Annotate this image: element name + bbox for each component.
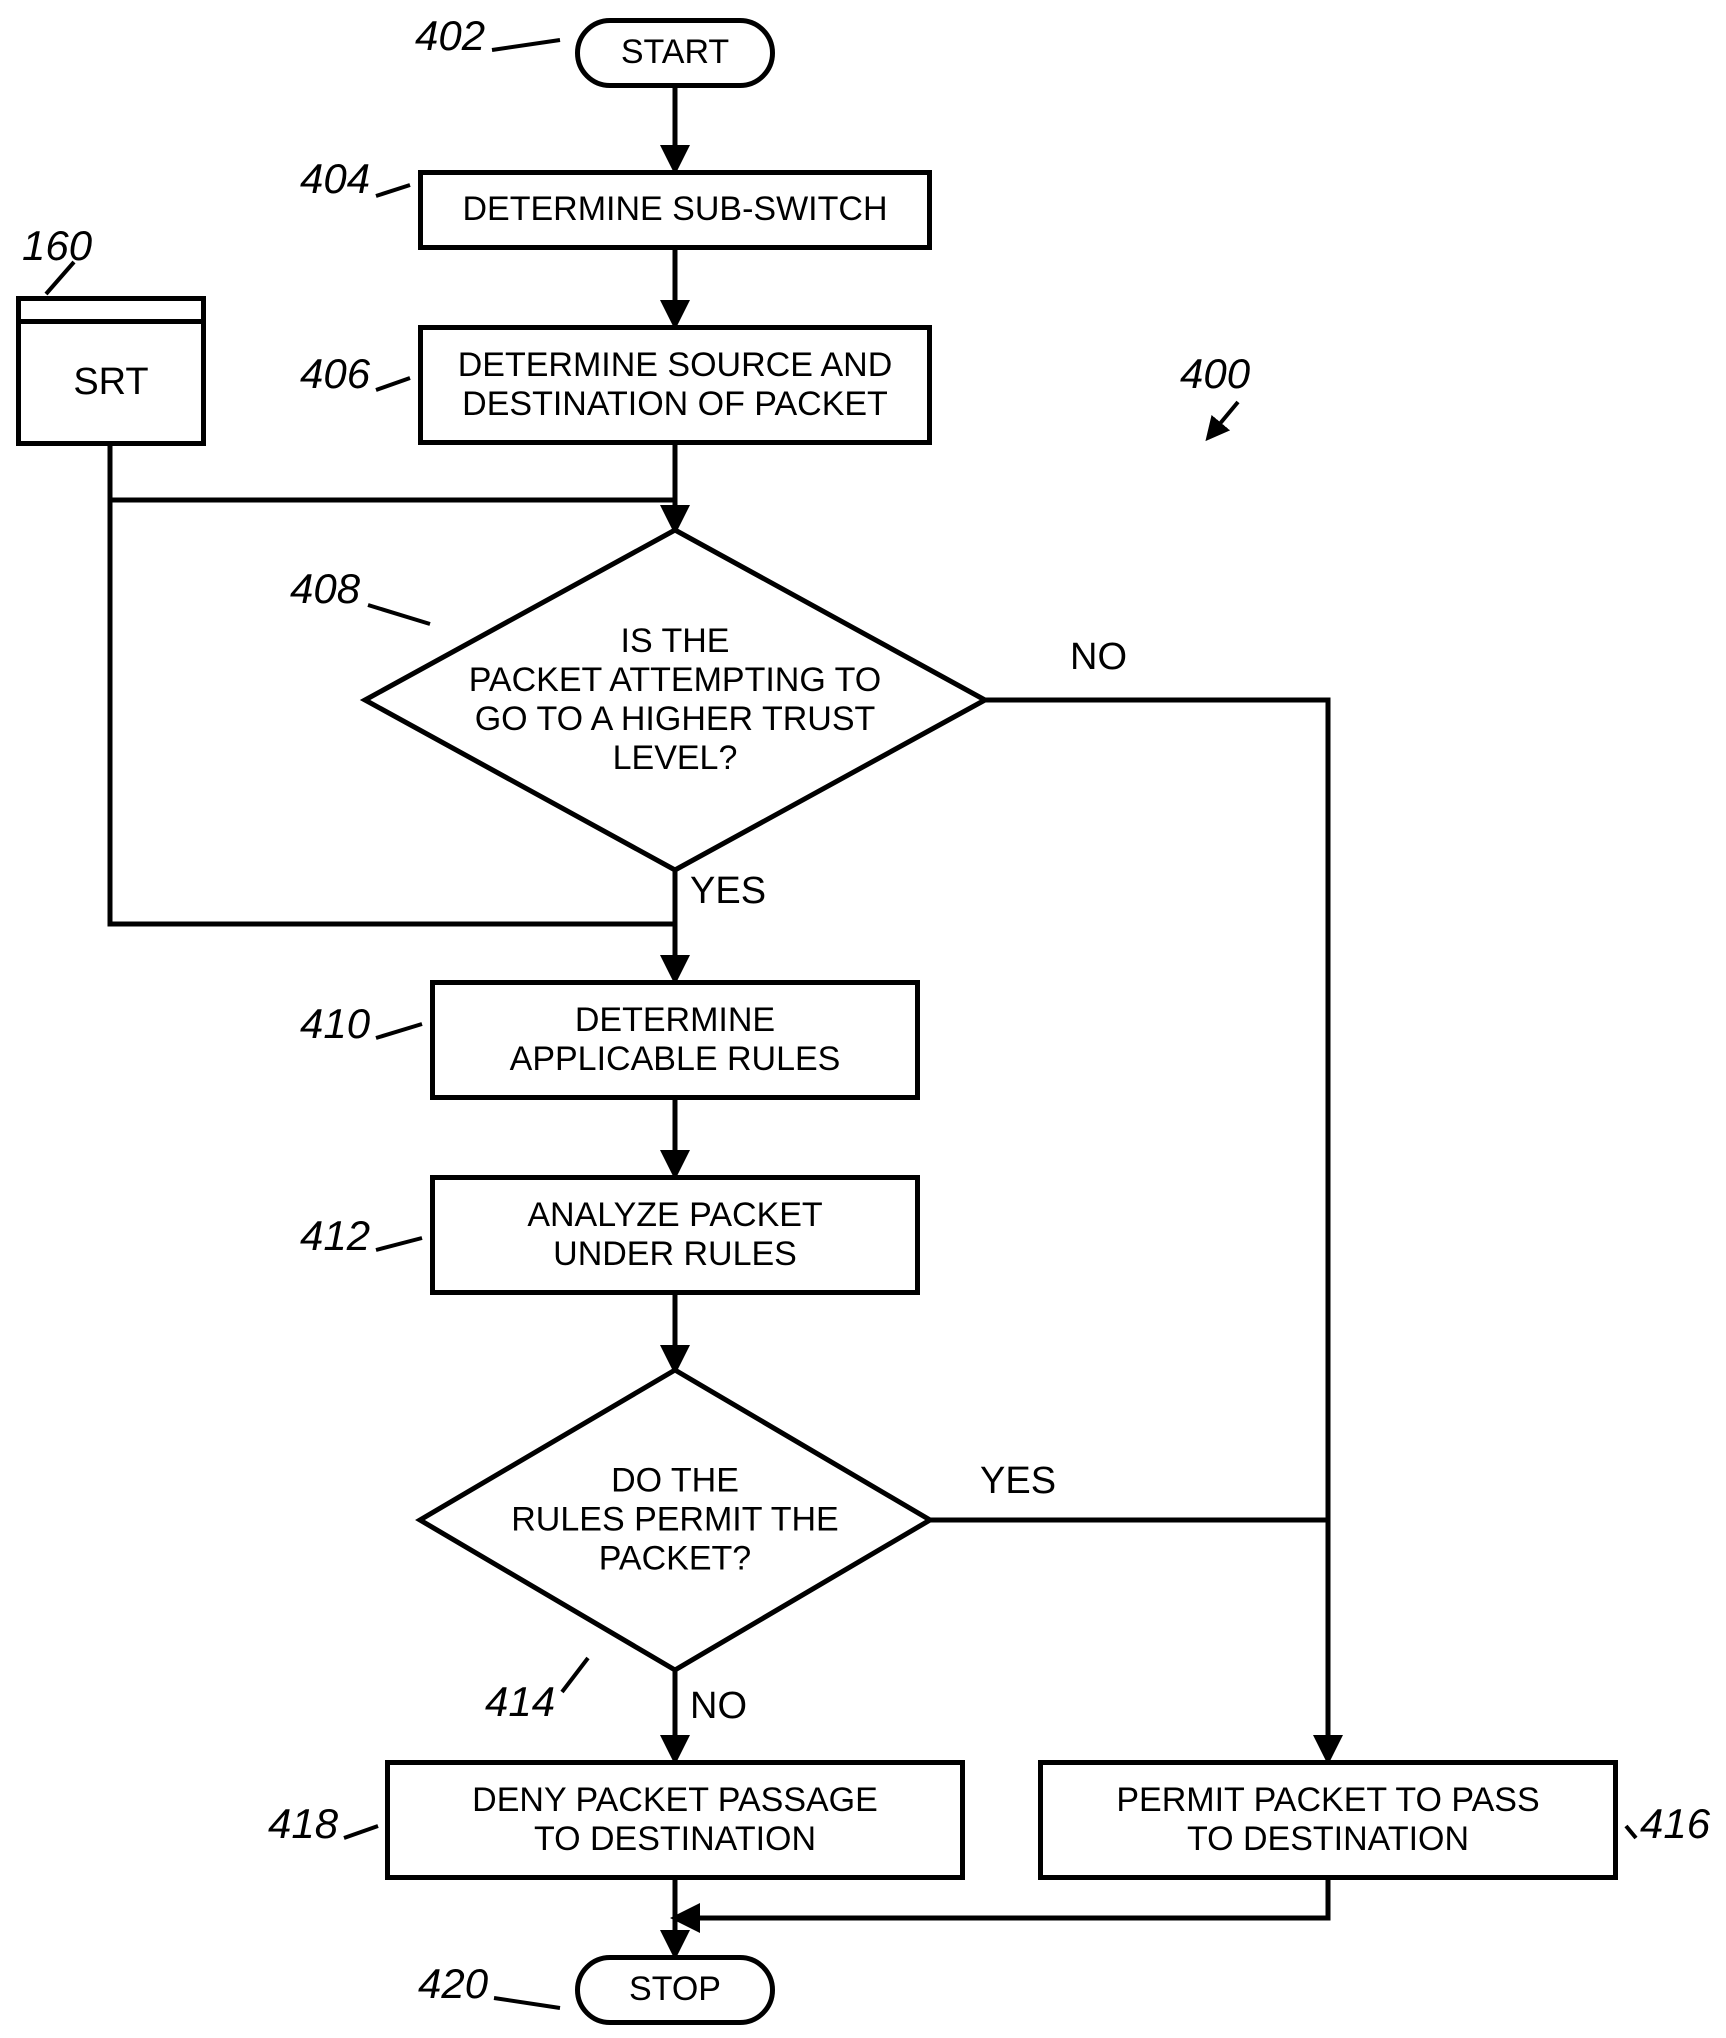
node-n416: PERMIT PACKET TO PASS TO DESTINATION [1038, 1760, 1618, 1880]
ref-label-412: 412 [300, 1212, 370, 1260]
node-n404: DETERMINE SUB-SWITCH [418, 170, 932, 250]
ref-label-408: 408 [290, 565, 360, 613]
node-n410: DETERMINE APPLICABLE RULES [430, 980, 920, 1100]
edge-label-0: NO [1070, 636, 1127, 679]
ref-label-414: 414 [485, 1678, 555, 1726]
ref-label-416: 416 [1640, 1800, 1710, 1848]
ref-label-404: 404 [300, 155, 370, 203]
edge-9 [985, 700, 1328, 1520]
node-n408: IS THE PACKET ATTEMPTING TO GO TO A HIGH… [365, 530, 985, 870]
ref-label-406: 406 [300, 350, 370, 398]
ref-label-418: 418 [268, 1800, 338, 1848]
node-n414-label: DO THE RULES PERMIT THE PACKET? [471, 1461, 879, 1578]
edge-label-3: NO [690, 1685, 747, 1728]
node-stop: STOP [575, 1955, 775, 2025]
node-start: START [575, 18, 775, 88]
flowchart-canvas: START 402 DETERMINE SUB-SWITCH 404 DETERMINE… [0, 0, 1726, 2038]
edge-3 [110, 446, 675, 500]
ref-label-410: 410 [300, 1000, 370, 1048]
edge-label-2: YES [980, 1460, 1056, 1503]
ref-label-420: 420 [418, 1960, 488, 2008]
node-n414: DO THE RULES PERMIT THE PACKET? [420, 1370, 930, 1670]
edge-10 [930, 1520, 1328, 1760]
edge-label-1: YES [690, 870, 766, 913]
node-n408-label: IS THE PACKET ATTEMPTING TO GO TO A HIGH… [427, 622, 923, 778]
node-n412: ANALYZE PACKET UNDER RULES [430, 1175, 920, 1295]
ref-label-400: 400 [1180, 350, 1250, 398]
edge-12 [675, 1880, 1328, 1918]
node-n418: DENY PACKET PASSAGE TO DESTINATION [385, 1760, 965, 1880]
node-n406: DETERMINE SOURCE AND DESTINATION OF PACK… [418, 325, 932, 445]
ref-label-160: 160 [22, 222, 92, 270]
node-srt: SRT [16, 296, 206, 446]
ref-label-402: 402 [415, 12, 485, 60]
